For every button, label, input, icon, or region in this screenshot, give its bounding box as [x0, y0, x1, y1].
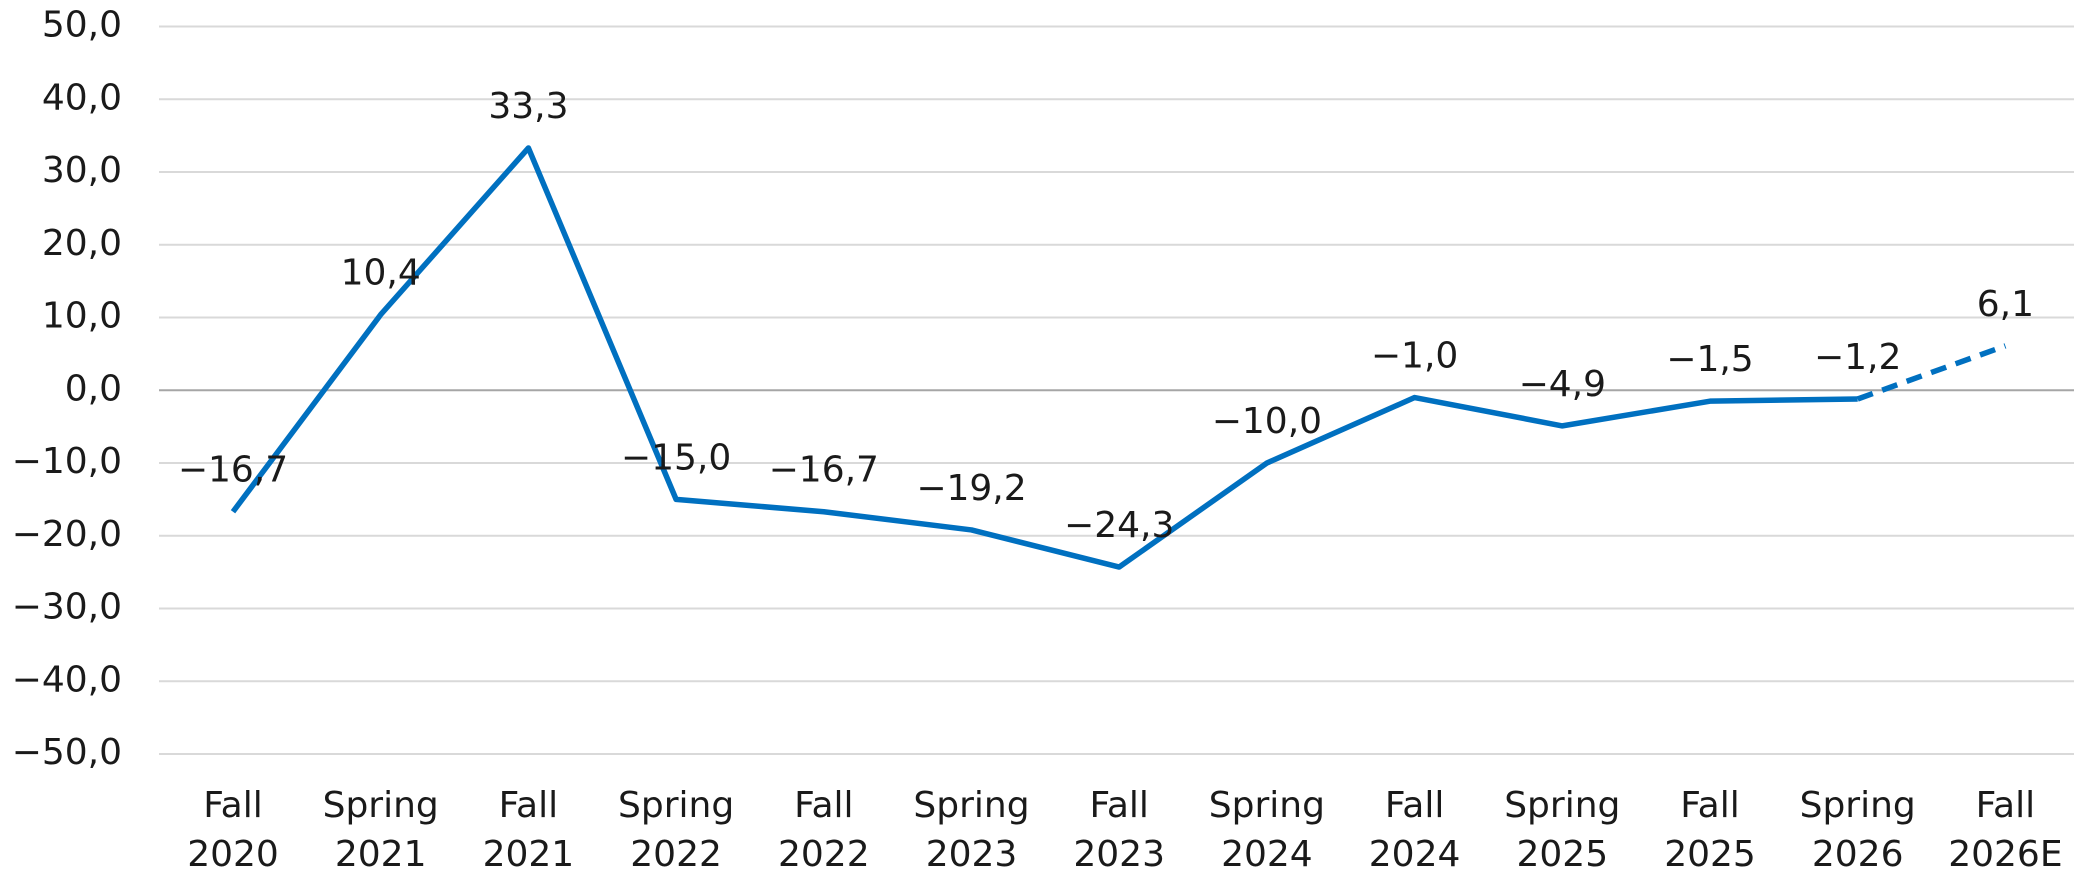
x-tick-label: Fall 2021: [483, 785, 575, 875]
y-tick-label: 10,0: [42, 296, 122, 337]
x-tick-label: Spring 2023: [913, 785, 1029, 875]
x-tick-label: Fall 2024: [1369, 785, 1461, 875]
y-tick-label: −20,0: [12, 514, 122, 555]
y-tick-label: 20,0: [42, 223, 122, 264]
data-label: −10,0: [1212, 401, 1322, 442]
data-label: −15,0: [621, 437, 731, 478]
y-tick-label: −40,0: [12, 659, 122, 700]
series-line: [230, 145, 1858, 570]
data-label: −16,7: [178, 450, 288, 491]
x-tick-label: Fall 2023: [1073, 785, 1165, 875]
data-label: −4,9: [1519, 364, 1606, 405]
y-tick-label: −30,0: [12, 587, 122, 628]
data-label: −1,0: [1371, 336, 1458, 377]
data-label: −19,2: [916, 468, 1026, 509]
x-tick-label: Fall 2026E: [1948, 785, 2062, 875]
data-label: −24,3: [1064, 505, 1174, 546]
data-label: −1,2: [1814, 337, 1901, 378]
x-tick-label: Spring 2021: [323, 785, 439, 875]
y-tick-label: 50,0: [42, 5, 122, 46]
data-label: 6,1: [1977, 284, 2034, 325]
data-label: 33,3: [488, 86, 568, 127]
x-tick-label: Spring 2022: [618, 785, 734, 875]
x-tick-label: Spring 2024: [1209, 785, 1325, 875]
y-tick-label: −10,0: [12, 441, 122, 482]
x-tick-label: Fall 2020: [187, 785, 279, 875]
y-tick-label: 30,0: [42, 150, 122, 191]
y-tick-label: 0,0: [65, 368, 122, 409]
y-tick-label: 40,0: [42, 77, 122, 118]
data-label: 10,4: [341, 253, 421, 294]
data-label: −16,7: [769, 450, 879, 491]
x-tick-label: Fall 2022: [778, 785, 870, 875]
x-tick-label: Spring 2025: [1504, 785, 1620, 875]
forecast-line: [1856, 343, 2007, 402]
y-tick-label: −50,0: [12, 732, 122, 773]
x-tick-label: Fall 2025: [1664, 785, 1756, 875]
x-tick-label: Spring 2026: [1800, 785, 1916, 875]
data-label: −1,5: [1666, 339, 1753, 380]
